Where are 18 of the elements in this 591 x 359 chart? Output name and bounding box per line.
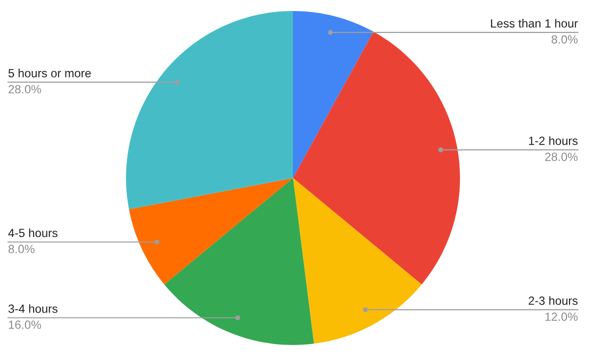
pie-slice (128, 178, 293, 284)
data-label: 8.0% (8, 244, 34, 254)
data-label: 8.0% (552, 35, 578, 44)
data-label: 28.0% (8, 85, 42, 94)
slice-label: 1-2 hours (529, 136, 578, 145)
pie-slice (293, 11, 374, 178)
slice-label: 2-3 hours (528, 296, 578, 305)
pie-slice (126, 11, 293, 210)
data-label: 12.0% (545, 312, 578, 321)
pie-slice (164, 178, 314, 345)
pie-slice (293, 178, 422, 344)
data-label: 16.0% (8, 320, 42, 329)
slice-label: 5 hours or more (8, 68, 91, 78)
slice-label: Less than 1 hour (491, 18, 578, 28)
slice-label: 3-4 hours (8, 304, 58, 313)
data-label: 28.0% (545, 152, 578, 162)
slice-label: 4-5 hours (8, 228, 58, 238)
pie-slice (293, 32, 460, 284)
